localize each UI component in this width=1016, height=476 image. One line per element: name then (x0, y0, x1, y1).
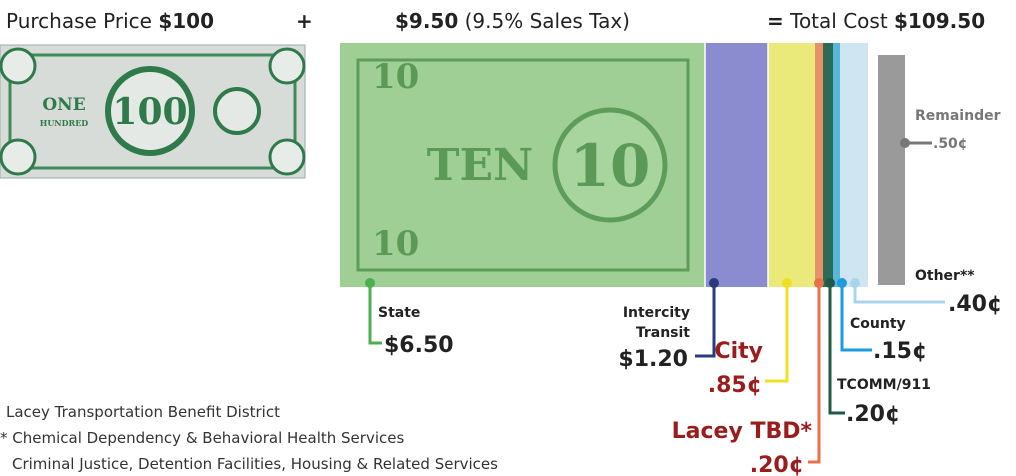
bill-word: ONE (42, 95, 85, 115)
dot (900, 138, 910, 148)
tcomm-segment (823, 43, 833, 287)
corner (1, 140, 35, 174)
share-name: Remainder (915, 108, 1001, 124)
infographic: Purchase Price $100 + $9.50 (9.5% Sales … (0, 0, 1016, 476)
county-segment (833, 43, 840, 287)
bill-sub: HUNDRED (40, 118, 89, 128)
share-name: Intercity (623, 305, 690, 321)
lacey-segment (815, 43, 823, 287)
remainder-segment (878, 55, 905, 285)
bill-number: 10 (570, 132, 651, 200)
hundred-bill: ONE HUNDRED 100 (0, 45, 305, 178)
header: Purchase Price $100 (6, 9, 214, 33)
pointer (695, 283, 714, 356)
share-amount: .40¢ (948, 292, 1002, 317)
share-name: State (378, 305, 420, 321)
purchase-amount: $100 (158, 9, 214, 33)
pointer (855, 283, 945, 302)
share-name: County (850, 316, 906, 332)
share-amount: $6.50 (384, 333, 454, 358)
header-tax: $9.50 (9.5% Sales Tax) (395, 9, 630, 33)
tax-note: (9.5% Sales Tax) (465, 9, 630, 33)
dot (850, 278, 860, 288)
plus: + (296, 9, 313, 33)
share-amount: .50¢ (933, 136, 968, 152)
dot (837, 278, 847, 288)
corner (270, 140, 304, 174)
corner (270, 49, 304, 83)
share-amount: .15¢ (873, 339, 927, 364)
total-amount: $109.50 (894, 9, 985, 33)
dot (782, 278, 792, 288)
share-amount: $1.20 (618, 347, 688, 372)
tax-amount: $9.50 (395, 9, 458, 33)
bill-number: 10 (372, 224, 419, 264)
total-label: Total Cost (789, 9, 888, 33)
bill-word: TEN (427, 140, 534, 191)
pointer (765, 283, 787, 381)
city-segment (768, 43, 815, 287)
footnote: Lacey Transportation Benefit District (6, 403, 280, 421)
corner (1, 49, 35, 83)
share-name: TCOMM/911 (837, 377, 931, 393)
dot (709, 278, 719, 288)
header-total: = Total Cost $109.50 (767, 9, 985, 33)
footnote: Criminal Justice, Detention Facilities, … (12, 455, 498, 473)
share-amount: .85¢ (708, 373, 762, 398)
share-name: Other** (915, 268, 975, 284)
dot (825, 278, 835, 288)
dot (814, 278, 824, 288)
share-name-line: Transit (636, 325, 690, 341)
purchase-label: Purchase Price (6, 9, 152, 33)
dot (365, 278, 375, 288)
intercity-segment (705, 43, 768, 287)
share-name: City (714, 339, 763, 364)
equals: = (767, 9, 784, 33)
footnote: * Chemical Dependency & Behavioral Healt… (0, 429, 404, 447)
share-amount: .20¢ (846, 402, 900, 427)
share-amount: .20¢ (750, 453, 804, 476)
seal (215, 89, 259, 133)
bill-number: 10 (372, 57, 419, 97)
bill-number: 100 (112, 91, 187, 133)
ten-bill: 10 10 TEN 10 (340, 43, 905, 287)
share-name: Lacey TBD* (672, 419, 813, 444)
other-segment (840, 43, 868, 287)
